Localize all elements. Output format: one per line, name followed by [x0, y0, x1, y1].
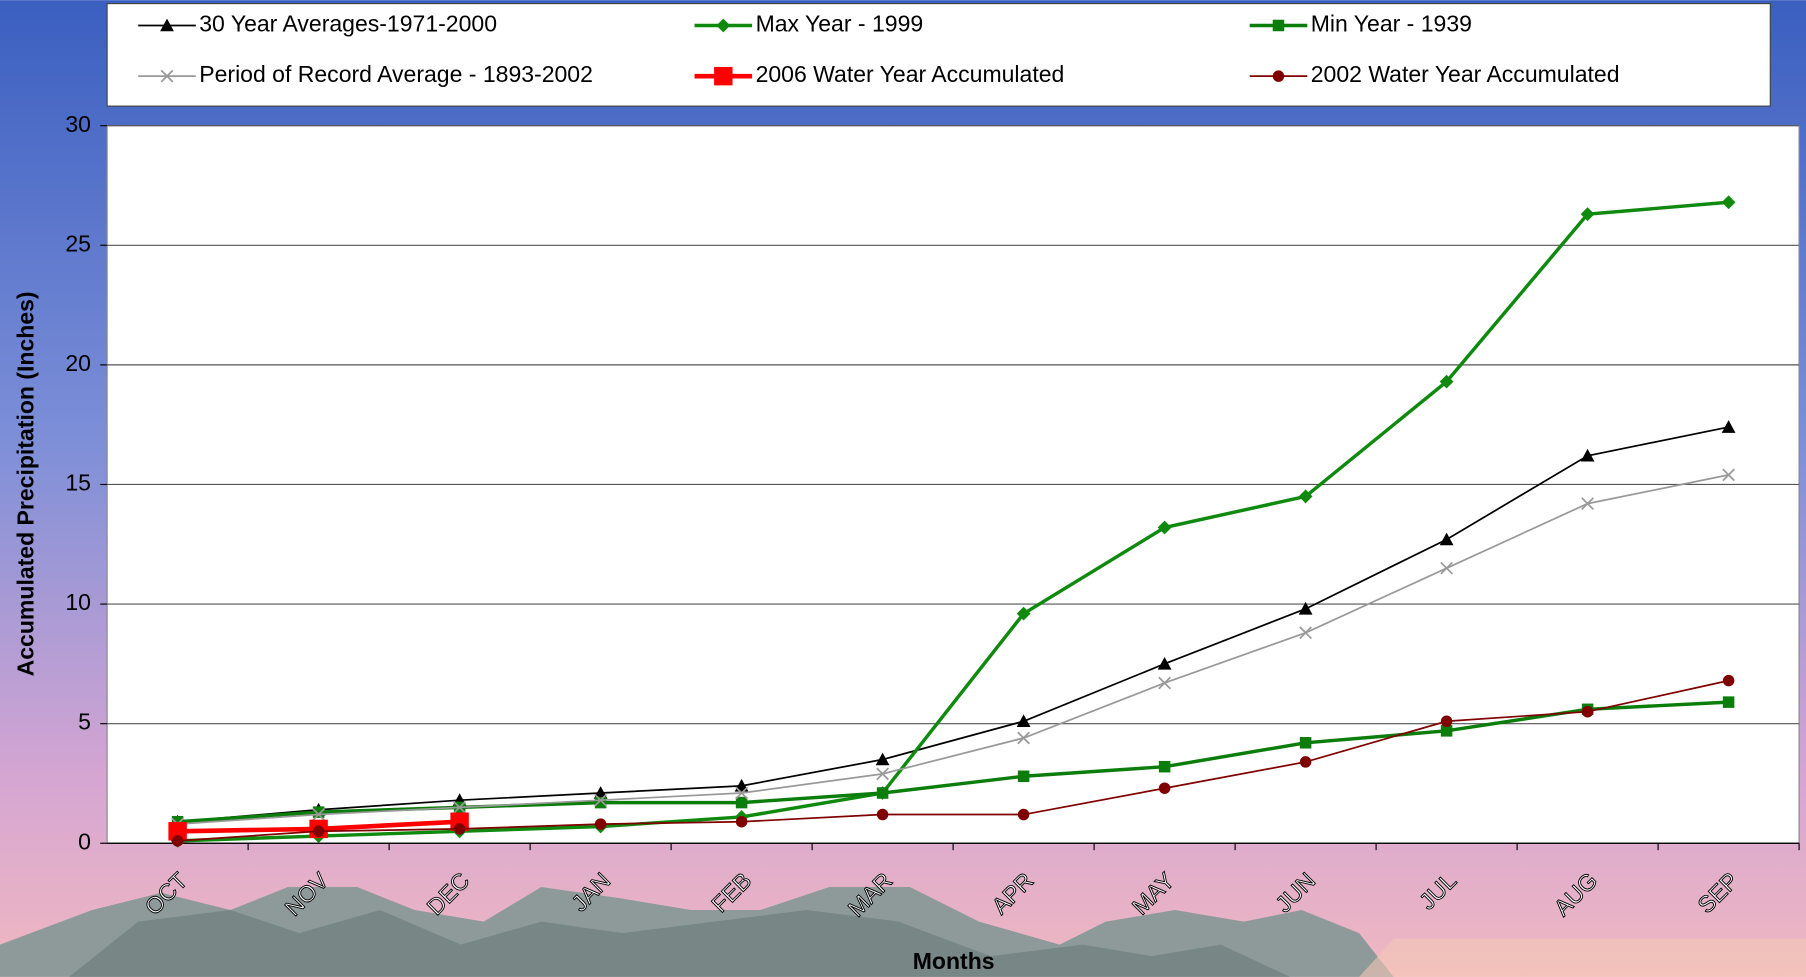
marker — [735, 815, 748, 828]
y-tick-label: 20 — [65, 350, 91, 376]
legend-label: 2006 Water Year Accumulated — [756, 61, 1065, 87]
marker — [876, 787, 889, 799]
y-axis-label: Accumulated Precipitation (Inches) — [13, 291, 39, 676]
marker — [1158, 676, 1171, 690]
marker — [1158, 782, 1171, 794]
x-axis-label: Months — [913, 948, 995, 974]
series-line — [177, 474, 1729, 825]
marker — [714, 66, 733, 86]
marker — [1017, 731, 1030, 745]
marker — [1581, 497, 1594, 510]
marker — [1580, 207, 1595, 222]
marker — [453, 823, 466, 835]
y-tick-label: 30 — [65, 111, 91, 137]
legend — [106, 3, 1771, 107]
marker — [1722, 468, 1735, 482]
marker — [1440, 715, 1453, 728]
marker — [312, 806, 325, 818]
series-line — [177, 679, 1729, 842]
y-tick-label: 25 — [65, 230, 91, 256]
y-tick-label: 15 — [65, 470, 91, 496]
series-line — [177, 426, 1729, 823]
marker — [1722, 696, 1735, 708]
legend-label: 2002 Water Year Accumulated — [1311, 61, 1620, 87]
marker — [312, 825, 325, 838]
marker — [453, 801, 466, 814]
y-tick-label: 5 — [78, 709, 91, 735]
marker — [1016, 714, 1031, 728]
marker — [1722, 674, 1735, 687]
marker — [168, 822, 187, 841]
mountains — [0, 887, 1806, 977]
marker — [1439, 532, 1454, 546]
marker — [1017, 808, 1030, 821]
marker — [1580, 448, 1595, 462]
marker — [1017, 770, 1030, 783]
marker — [1272, 70, 1285, 82]
marker — [1158, 760, 1171, 773]
marker — [1721, 195, 1736, 210]
marker — [1581, 705, 1594, 718]
marker — [876, 808, 889, 821]
marker — [716, 18, 731, 33]
marker — [312, 808, 325, 821]
y-tick-label: 10 — [65, 589, 91, 615]
marker — [1440, 561, 1453, 575]
series-line — [177, 200, 1729, 843]
marker — [1721, 420, 1736, 433]
marker — [876, 767, 889, 781]
marker — [1299, 737, 1312, 749]
marker — [594, 793, 607, 807]
marker — [1298, 601, 1313, 615]
y-tick-label: 0 — [78, 828, 91, 854]
marker — [594, 818, 607, 830]
marker — [1299, 626, 1312, 640]
marker — [875, 752, 890, 766]
legend-label: Min Year - 1939 — [1311, 11, 1472, 37]
marker — [1272, 19, 1285, 32]
marker — [1299, 756, 1312, 768]
marker — [1440, 725, 1453, 737]
marker — [594, 796, 607, 809]
marker — [1157, 656, 1172, 670]
marker — [160, 69, 174, 83]
legend-label: 30 Year Averages-1971-2000 — [199, 11, 497, 37]
marker — [171, 835, 184, 847]
legend-label: Max Year - 1999 — [756, 11, 924, 37]
marker — [735, 786, 748, 800]
legend-label: Period of Record Average - 1893-2002 — [199, 61, 593, 87]
marker — [160, 18, 174, 32]
marker — [171, 815, 184, 828]
marker — [735, 796, 748, 809]
marker — [1439, 374, 1454, 389]
